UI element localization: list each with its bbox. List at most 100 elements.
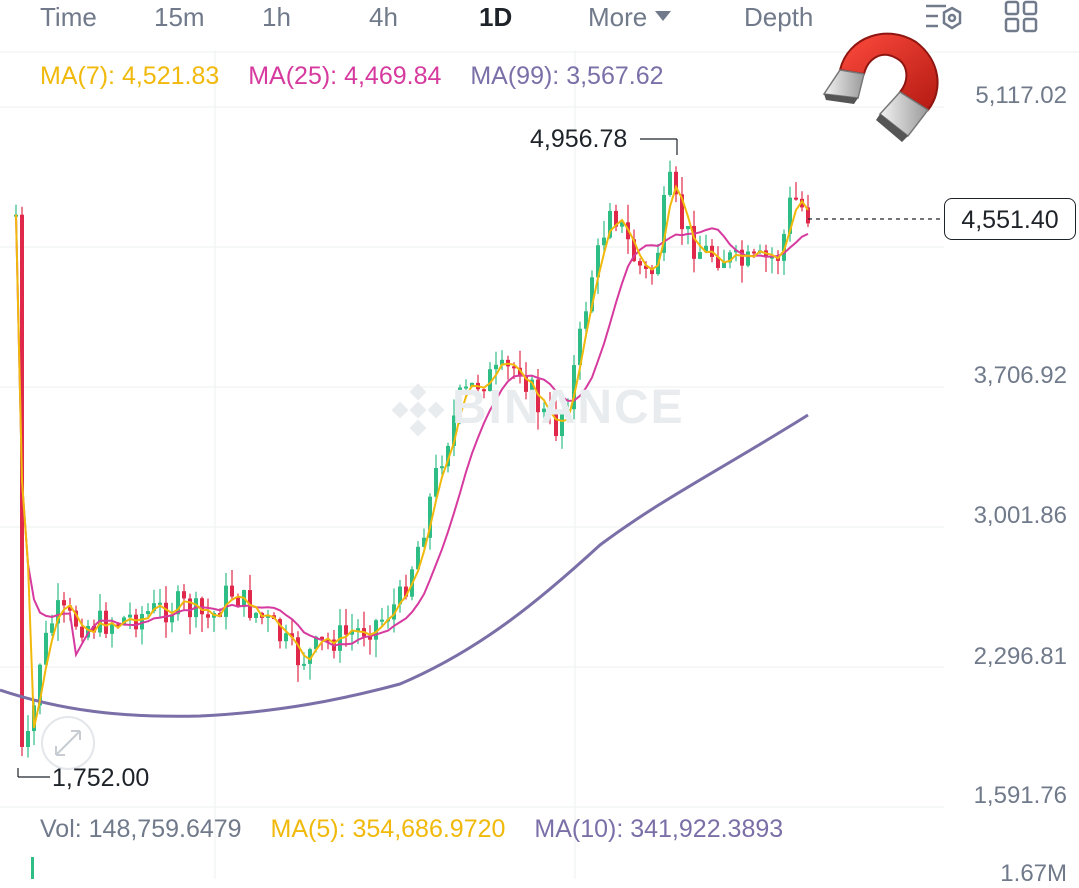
candle <box>194 591 198 628</box>
candle <box>794 182 798 201</box>
candle <box>140 606 144 645</box>
candle <box>434 454 438 503</box>
candle <box>614 204 618 232</box>
candle <box>602 220 606 254</box>
candle <box>362 611 366 647</box>
candle <box>254 611 258 623</box>
candle <box>806 194 810 228</box>
ma99-value: MA(99): 3,567.62 <box>470 62 664 90</box>
chart-settings-icon[interactable] <box>924 0 964 34</box>
candle <box>344 608 348 647</box>
candle <box>596 238 600 294</box>
candle <box>722 249 726 269</box>
candle <box>242 589 246 617</box>
candle <box>44 620 48 668</box>
candle <box>530 375 534 395</box>
candle <box>518 350 522 384</box>
volume-legend: Vol: 148,759.6479 MA(5): 354,686.9720 MA… <box>40 815 805 844</box>
candle <box>482 387 486 399</box>
low-price-marker: 1,752.00 <box>52 764 150 792</box>
candle <box>98 594 102 637</box>
candle <box>776 250 780 275</box>
volume-ma5-value: MA(5): 354,686.9720 <box>270 815 506 843</box>
candle <box>134 608 138 638</box>
tab-1h[interactable]: 1h <box>262 2 291 32</box>
timeframe-tabs: Time 15m 1h 4h 1D More Depth <box>0 0 1079 34</box>
chart-grid <box>0 50 1079 879</box>
candle <box>770 247 774 274</box>
binance-logo-icon <box>391 383 445 437</box>
candle <box>428 493 432 550</box>
candle <box>200 596 204 633</box>
candle <box>416 541 420 570</box>
chevron-down-icon <box>655 11 672 22</box>
tab-time[interactable]: Time <box>40 2 97 32</box>
binance-watermark: BINANCE <box>390 380 685 438</box>
magnet-icon <box>818 18 948 158</box>
candle <box>674 166 678 203</box>
candle <box>74 605 78 630</box>
candle <box>164 586 168 638</box>
candle <box>224 572 228 630</box>
candle <box>764 244 768 272</box>
tab-1d[interactable]: 1D <box>479 2 513 32</box>
candle <box>638 258 642 275</box>
candle <box>338 609 342 663</box>
tab-depth[interactable]: Depth <box>744 2 814 32</box>
candle <box>248 574 252 621</box>
tab-4h[interactable]: 4h <box>369 2 398 32</box>
candle <box>56 583 60 641</box>
candle <box>176 585 180 621</box>
candle <box>662 186 666 262</box>
candle <box>386 605 390 629</box>
candle <box>188 593 192 635</box>
price-axis-label: 2,296.81 <box>973 643 1067 670</box>
candle <box>230 569 234 601</box>
volume-ma10-value: MA(10): 341,922.3893 <box>534 815 784 843</box>
candle <box>278 617 282 649</box>
candle <box>146 603 150 619</box>
candle <box>296 631 300 682</box>
tab-more[interactable]: More <box>588 0 672 34</box>
ma99-line <box>0 413 809 718</box>
candle <box>26 715 30 758</box>
candle <box>620 221 624 233</box>
candle <box>38 663 42 715</box>
grid-layout-icon[interactable] <box>1004 0 1044 34</box>
candle <box>374 618 378 658</box>
candle <box>692 210 696 273</box>
ma7-line <box>15 184 809 729</box>
candle <box>380 607 384 628</box>
candle <box>554 400 558 442</box>
price-axis-label: 1,591.76 <box>973 782 1067 809</box>
candle <box>506 355 510 380</box>
candle <box>716 246 720 271</box>
ma7-value: MA(7): 4,521.83 <box>40 62 220 90</box>
candle <box>206 598 210 629</box>
ma25-line <box>15 214 809 658</box>
candle <box>686 225 690 245</box>
candle <box>182 584 186 611</box>
candle <box>368 625 372 655</box>
candle <box>440 455 444 476</box>
current-price-tag: 4,551.40 <box>944 198 1076 240</box>
candle <box>728 250 732 269</box>
candle <box>668 160 672 197</box>
volume-axis-label: 1.67M <box>1000 860 1067 887</box>
candle <box>284 624 288 649</box>
volume-value: Vol: 148,759.6479 <box>40 815 242 843</box>
candle <box>698 235 702 260</box>
candle <box>560 411 564 449</box>
candle <box>422 528 426 548</box>
tab-more-label: More <box>588 2 648 32</box>
ma25-value: MA(25): 4,469.84 <box>248 62 442 90</box>
high-price-marker: 4,956.78 <box>530 125 628 153</box>
candle <box>494 351 498 385</box>
tab-15m[interactable]: 15m <box>154 2 205 32</box>
candle <box>158 588 162 619</box>
candle <box>92 619 96 639</box>
expand-icon[interactable] <box>41 716 95 770</box>
candlesticks <box>14 160 810 758</box>
candle <box>50 614 54 637</box>
